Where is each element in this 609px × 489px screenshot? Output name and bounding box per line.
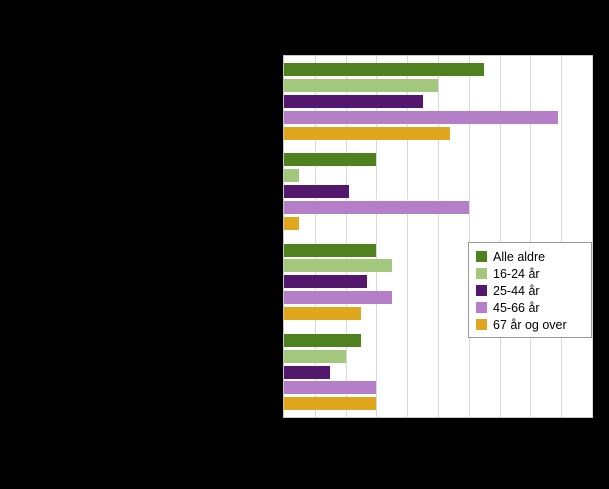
- legend-swatch-45-66: [476, 302, 487, 313]
- gridline: [407, 56, 409, 417]
- bar: [284, 63, 485, 76]
- gridline: [345, 56, 347, 417]
- bar: [284, 275, 368, 289]
- legend-item: Alle aldre: [476, 248, 584, 265]
- bar: [284, 110, 559, 124]
- gridline: [438, 56, 439, 417]
- bar: [284, 153, 377, 167]
- gridline: [376, 56, 378, 417]
- legend-item: 45-66 år: [476, 299, 584, 316]
- bar: [284, 365, 331, 379]
- legend-label: 16-24 år: [493, 266, 540, 281]
- bar: [284, 349, 346, 363]
- bar: [284, 381, 377, 395]
- plot-area: Alle aldre 16-24 år 25-44 år 45-66 år 67…: [283, 55, 593, 418]
- gridline: [314, 56, 316, 417]
- bar: [284, 307, 361, 321]
- legend-swatch-alle-aldre: [476, 251, 487, 262]
- bar: [284, 78, 438, 92]
- legend-label: 67 år og over: [493, 317, 567, 332]
- bar: [284, 243, 377, 257]
- legend-swatch-25-44: [476, 285, 487, 296]
- bar: [284, 216, 300, 230]
- legend-item: 25-44 år: [476, 282, 584, 299]
- bar: [284, 397, 377, 411]
- legend-label: 25-44 år: [493, 283, 540, 298]
- bar: [284, 126, 451, 140]
- legend-item: 67 år og over: [476, 316, 584, 333]
- bar: [284, 169, 300, 183]
- bar: [284, 333, 361, 347]
- gridline: [530, 56, 532, 417]
- gridline: [592, 56, 593, 417]
- gridline: [561, 56, 563, 417]
- gridline: [468, 56, 470, 417]
- bar: [284, 291, 392, 305]
- legend: Alle aldre 16-24 år 25-44 år 45-66 år 67…: [468, 242, 592, 338]
- legend-label: 45-66 år: [493, 300, 540, 315]
- gridline: [499, 56, 501, 417]
- legend-item: 16-24 år: [476, 265, 584, 282]
- legend-swatch-16-24: [476, 268, 487, 279]
- bar: [284, 94, 423, 108]
- legend-label: Alle aldre: [493, 249, 546, 264]
- bar: [284, 200, 469, 214]
- bar: [284, 185, 349, 199]
- bar: [284, 259, 392, 273]
- legend-swatch-67-og-over: [476, 319, 487, 330]
